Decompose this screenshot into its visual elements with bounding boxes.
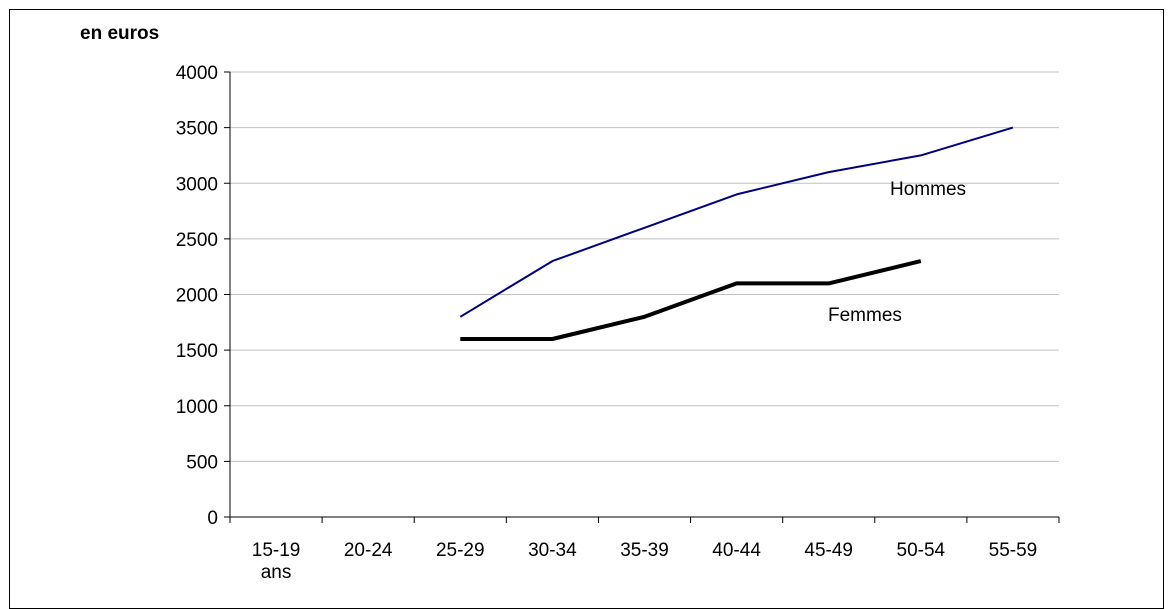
x-tick-label-line: 35-39: [620, 540, 669, 561]
y-tick-label-2500: 2500: [176, 230, 218, 251]
x-tick-label: 25-29: [436, 540, 485, 561]
series-line-femmes: [460, 261, 921, 339]
x-tick-label-line: 45-49: [804, 540, 853, 561]
axes: [224, 72, 1059, 523]
x-tick-label-line: 20-24: [344, 540, 393, 561]
x-tick-label-line: 40-44: [712, 540, 761, 561]
x-tick-label-line: 50-54: [897, 540, 946, 561]
x-tick-label: 55-59: [989, 540, 1038, 561]
gridlines: [230, 72, 1059, 461]
series-label-hommes: Hommes: [890, 179, 966, 200]
x-tick-label-line: 15-19: [252, 540, 301, 561]
y-tick-label-2000: 2000: [176, 286, 218, 307]
x-tick-label: 45-49: [804, 540, 853, 561]
series-line-hommes: [460, 128, 1013, 317]
y-tick-label-4000: 4000: [176, 63, 218, 84]
x-tick-label: 20-24: [344, 540, 393, 561]
y-tick-label-1000: 1000: [176, 397, 218, 418]
y-tick-label-3000: 3000: [176, 174, 218, 195]
x-tick-label-line: ans: [261, 562, 292, 583]
y-unit-label: en euros: [80, 23, 159, 44]
series-lines: [460, 128, 1013, 340]
x-tick-label-line: 25-29: [436, 540, 485, 561]
y-tick-label-1500: 1500: [176, 341, 218, 362]
labels: en euros Hommes Femmes 0 500 1000 1500 2000 2…: [80, 23, 1037, 583]
series-label-femmes: Femmes: [828, 305, 902, 326]
x-tick-label-line: 30-34: [528, 540, 577, 561]
x-tick-label: 50-54: [897, 540, 946, 561]
y-tick-label-3500: 3500: [176, 119, 218, 140]
x-tick-label: 35-39: [620, 540, 669, 561]
x-tick-label-line: 55-59: [989, 540, 1038, 561]
x-tick-label: 30-34: [528, 540, 577, 561]
y-tick-label-500: 500: [186, 452, 218, 473]
x-tick-label: 40-44: [712, 540, 761, 561]
y-tick-label-0: 0: [207, 508, 218, 529]
